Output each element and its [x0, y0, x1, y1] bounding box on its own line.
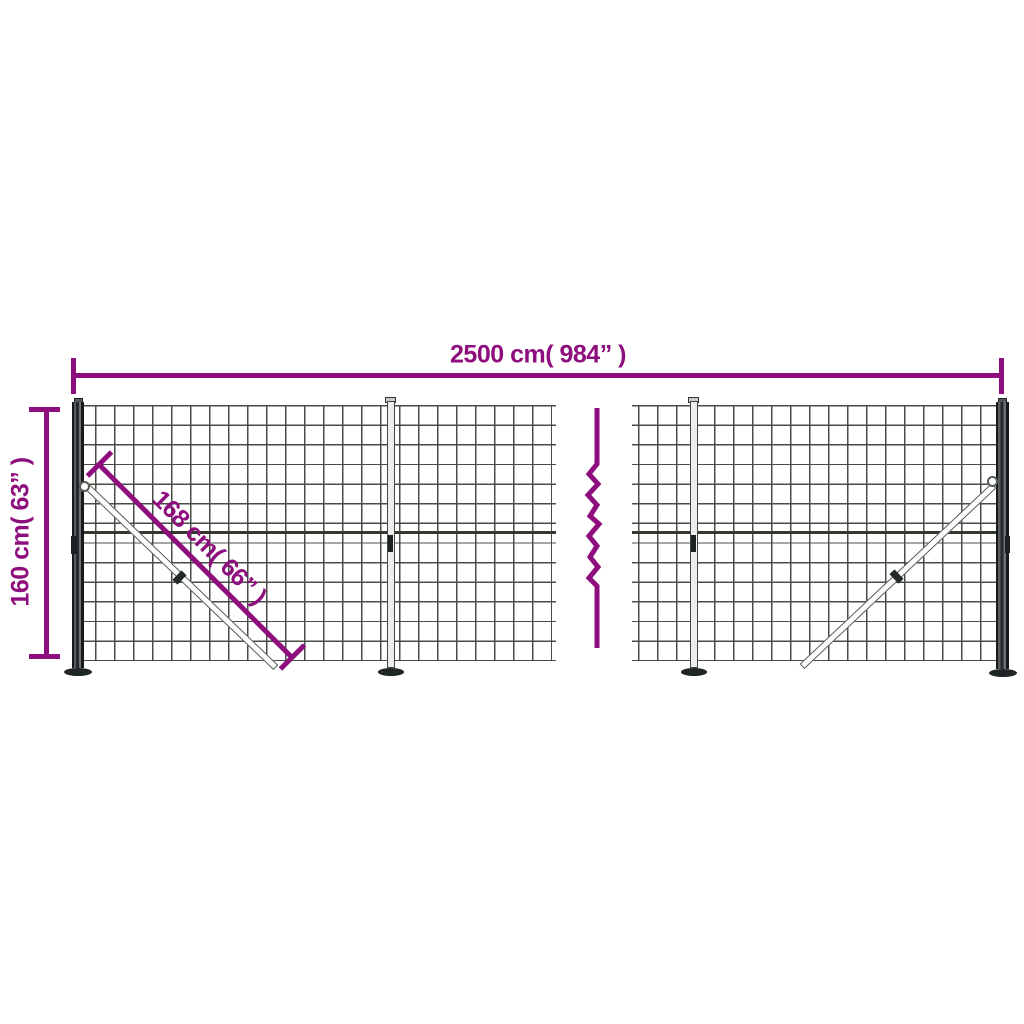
post-left-clip [71, 536, 77, 554]
post-mid-right-clip [691, 535, 696, 552]
post-mid-left-flange-foot [378, 668, 404, 676]
height-dimension-label: 160 cm( 63” ) [6, 457, 35, 607]
height-dimension-cap-top [29, 407, 60, 412]
width-dimension-cap-right [999, 358, 1004, 394]
height-dimension-cap-bottom [29, 654, 60, 659]
zigzag-break-icon [584, 408, 603, 648]
brace-left-ring [79, 481, 90, 492]
post-right [996, 402, 1009, 669]
post-left-flange-foot [64, 668, 92, 676]
mesh-panel-right-middle-wire [632, 531, 1006, 534]
width-dimension-cap-left [71, 358, 76, 394]
post-mid-left [387, 401, 395, 668]
post-mid-right-flange-foot [681, 668, 707, 676]
post-right-flange-foot [989, 669, 1017, 677]
mesh-panel-left-middle-wire [75, 531, 556, 534]
brace-right-ring [987, 476, 998, 487]
height-dimension-line [44, 410, 49, 656]
post-mid-left-clip [388, 535, 393, 552]
post-right-clip [1005, 536, 1010, 553]
post-left [72, 402, 84, 668]
width-dimension-line [73, 373, 1004, 378]
post-mid-right [690, 401, 698, 668]
width-dimension-label: 2500 cm( 984” ) [450, 340, 626, 369]
